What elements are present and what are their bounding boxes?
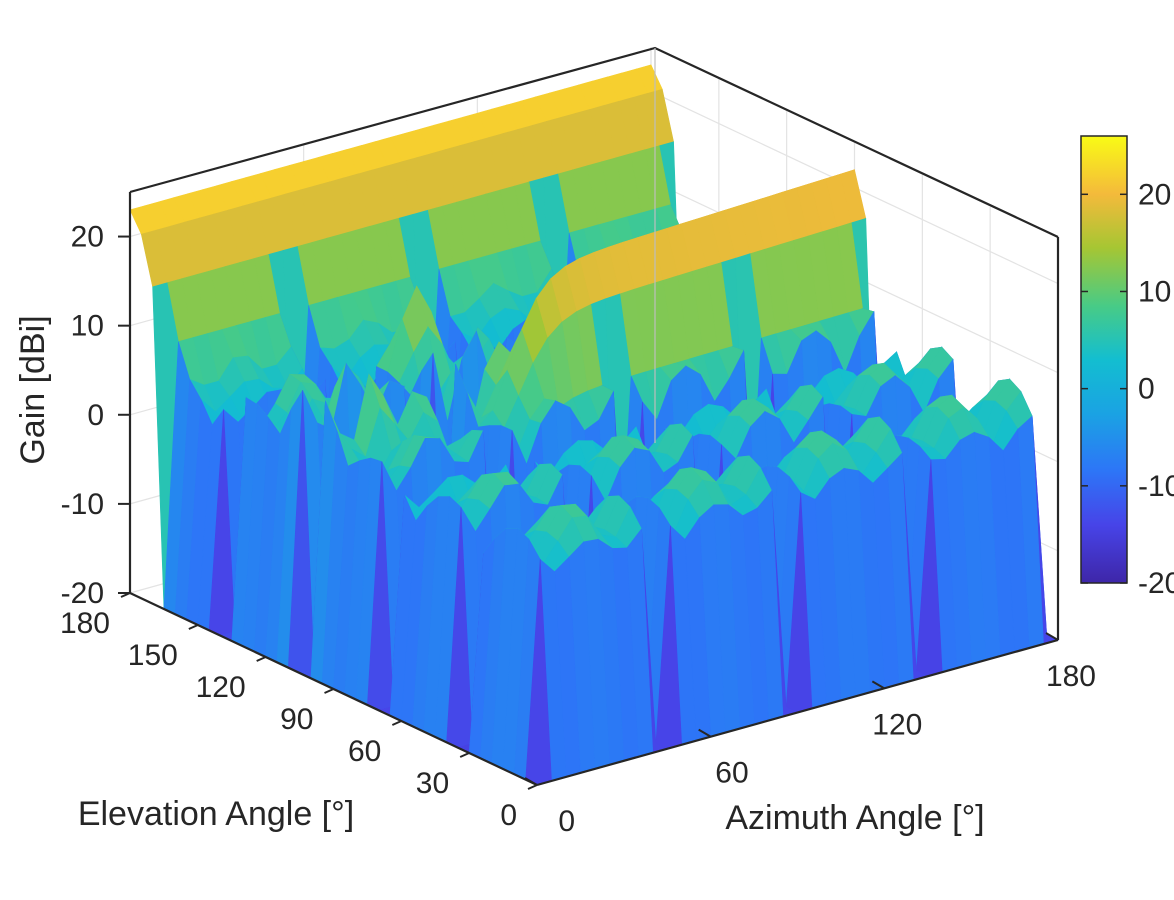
elevation-tick-mark	[391, 720, 402, 726]
elevation-tick-label: 150	[128, 639, 178, 672]
elevation-tick-mark	[120, 592, 131, 598]
elevation-tick-label: 30	[416, 767, 449, 800]
elevation-tick-label: 90	[280, 703, 313, 736]
elevation-tick-label: 180	[60, 607, 110, 640]
elevation-tick-mark	[256, 656, 267, 662]
z-tick-label: 0	[87, 399, 104, 432]
colorbar-tick-label: 10	[1138, 275, 1171, 308]
elevation-tick-mark	[324, 688, 334, 694]
elevation-tick-mark	[459, 752, 470, 758]
colorbar-tick-label: -10	[1138, 470, 1174, 503]
elevation-tick-label: 60	[348, 735, 381, 768]
colorbar-gradient	[1080, 135, 1128, 584]
z-axis-label: Gain [dBi]	[14, 315, 52, 464]
azimuth-tick-label: 60	[715, 757, 748, 790]
colorbar-tick-label: 20	[1138, 178, 1171, 211]
elevation-tick-label: 0	[500, 799, 517, 832]
z-tick-label: 20	[71, 221, 104, 254]
z-tick-label: -10	[61, 488, 104, 521]
z-tick-label: 10	[71, 310, 104, 343]
azimuth-tick-mark	[871, 680, 885, 690]
elevation-axis-label: Elevation Angle [°]	[78, 795, 354, 833]
colorbar-tick-label: 0	[1138, 373, 1155, 406]
elevation-tick-mark	[527, 784, 538, 790]
azimuth-axis-label: Azimuth Angle [°]	[725, 799, 984, 837]
colorbar-ticks: -20 -10 0 10 20	[1081, 178, 1174, 600]
azimuth-tick-label: 0	[558, 805, 575, 838]
colorbar-tick-label: -20	[1138, 567, 1174, 600]
ticks: -20 -10 0 10 20 0 30 60 90 120 150 180 0 60 120 180	[60, 221, 1096, 838]
azimuth-tick-label: 120	[872, 708, 922, 741]
elevation-tick-label: 120	[196, 671, 246, 704]
azimuth-tick-label: 180	[1046, 660, 1096, 693]
gain-surface	[129, 64, 1059, 786]
colorbar: -20 -10 0 10 20	[1080, 135, 1174, 600]
azimuth-axis-line	[536, 638, 1059, 787]
z-tick-label: -20	[61, 577, 104, 610]
azimuth-tick-mark	[524, 777, 538, 786]
azimuth-tick-mark	[1045, 632, 1059, 641]
azimuth-tick-mark	[698, 728, 712, 738]
elevation-tick-mark	[188, 624, 199, 630]
